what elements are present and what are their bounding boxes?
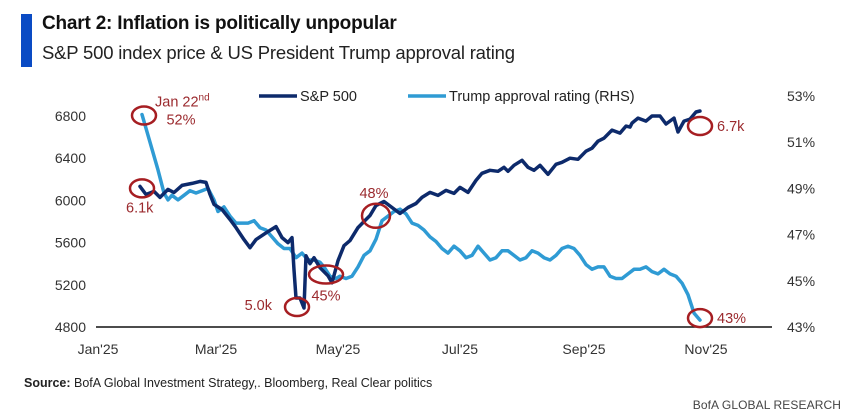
source-label: Source:	[24, 376, 71, 390]
x-tick-label: Mar'25	[195, 341, 238, 357]
annotation-label-43pct: 43%	[717, 311, 746, 327]
x-tick-label: Jan'25	[78, 341, 119, 357]
annotation-circle-43pct	[686, 307, 714, 329]
legend-label-sp500: S&P 500	[300, 89, 357, 105]
brand-label: BofA GLOBAL RESEARCH	[692, 398, 841, 412]
chart-title: Chart 2: Inflation is politically unpopu…	[42, 13, 397, 34]
annotation-label-5-0k: 5.0k	[245, 298, 273, 314]
y-left-tick-label: 6800	[55, 108, 86, 124]
annotation-label-6-7k: 6.7k	[717, 119, 745, 135]
series-line-approval	[140, 112, 702, 322]
x-tick-label: Sep'25	[562, 341, 605, 357]
annotation-superscript: nd	[199, 92, 210, 103]
y-right-tick-label: 43%	[787, 319, 815, 335]
x-tick-label: May'25	[316, 341, 361, 357]
annotation-circle-48pct	[360, 202, 392, 230]
source-note: Source: BofA Global Investment Strategy,…	[24, 376, 432, 390]
y-right-tick-label: 53%	[787, 88, 815, 104]
annotation-label-jan22: Jan 22nd	[155, 92, 210, 110]
y-right-tick-label: 49%	[787, 180, 815, 196]
series-line-sp500	[138, 109, 702, 310]
annotation-circle-5-0k	[283, 296, 311, 318]
y-left-tick-label: 5200	[55, 277, 86, 293]
annotation-label-52pct: 52%	[166, 112, 195, 128]
source-text: BofA Global Investment Strategy,. Bloomb…	[70, 376, 433, 390]
x-tick-label: Jul'25	[442, 341, 478, 357]
annotation-circle-45pct	[307, 264, 345, 285]
x-tick-label: Nov'25	[684, 341, 727, 357]
y-right-tick-label: 51%	[787, 134, 815, 150]
chart-subtitle: S&P 500 index price & US President Trump…	[42, 42, 515, 63]
legend: S&P 500 Trump approval rating (RHS)	[259, 89, 635, 105]
annotation-label-6-1k: 6.1k	[126, 200, 154, 216]
annotation-label-48pct: 48%	[359, 186, 388, 202]
annotation-circle-6-1k	[128, 178, 156, 199]
y-left-tick-label: 6400	[55, 150, 86, 166]
y-right-tick-label: 47%	[787, 227, 815, 243]
annotation-circle-jan22	[130, 105, 158, 126]
annotation-label-45pct: 45%	[311, 288, 340, 304]
y-right-tick-label: 45%	[787, 273, 815, 289]
annotation-circle-6-7k	[686, 115, 714, 137]
accent-bar	[21, 14, 32, 67]
legend-label-approval: Trump approval rating (RHS)	[449, 89, 635, 105]
y-left-tick-label: 5600	[55, 235, 86, 251]
y-left-tick-label: 6000	[55, 192, 86, 208]
y-left-tick-label: 4800	[55, 319, 86, 335]
